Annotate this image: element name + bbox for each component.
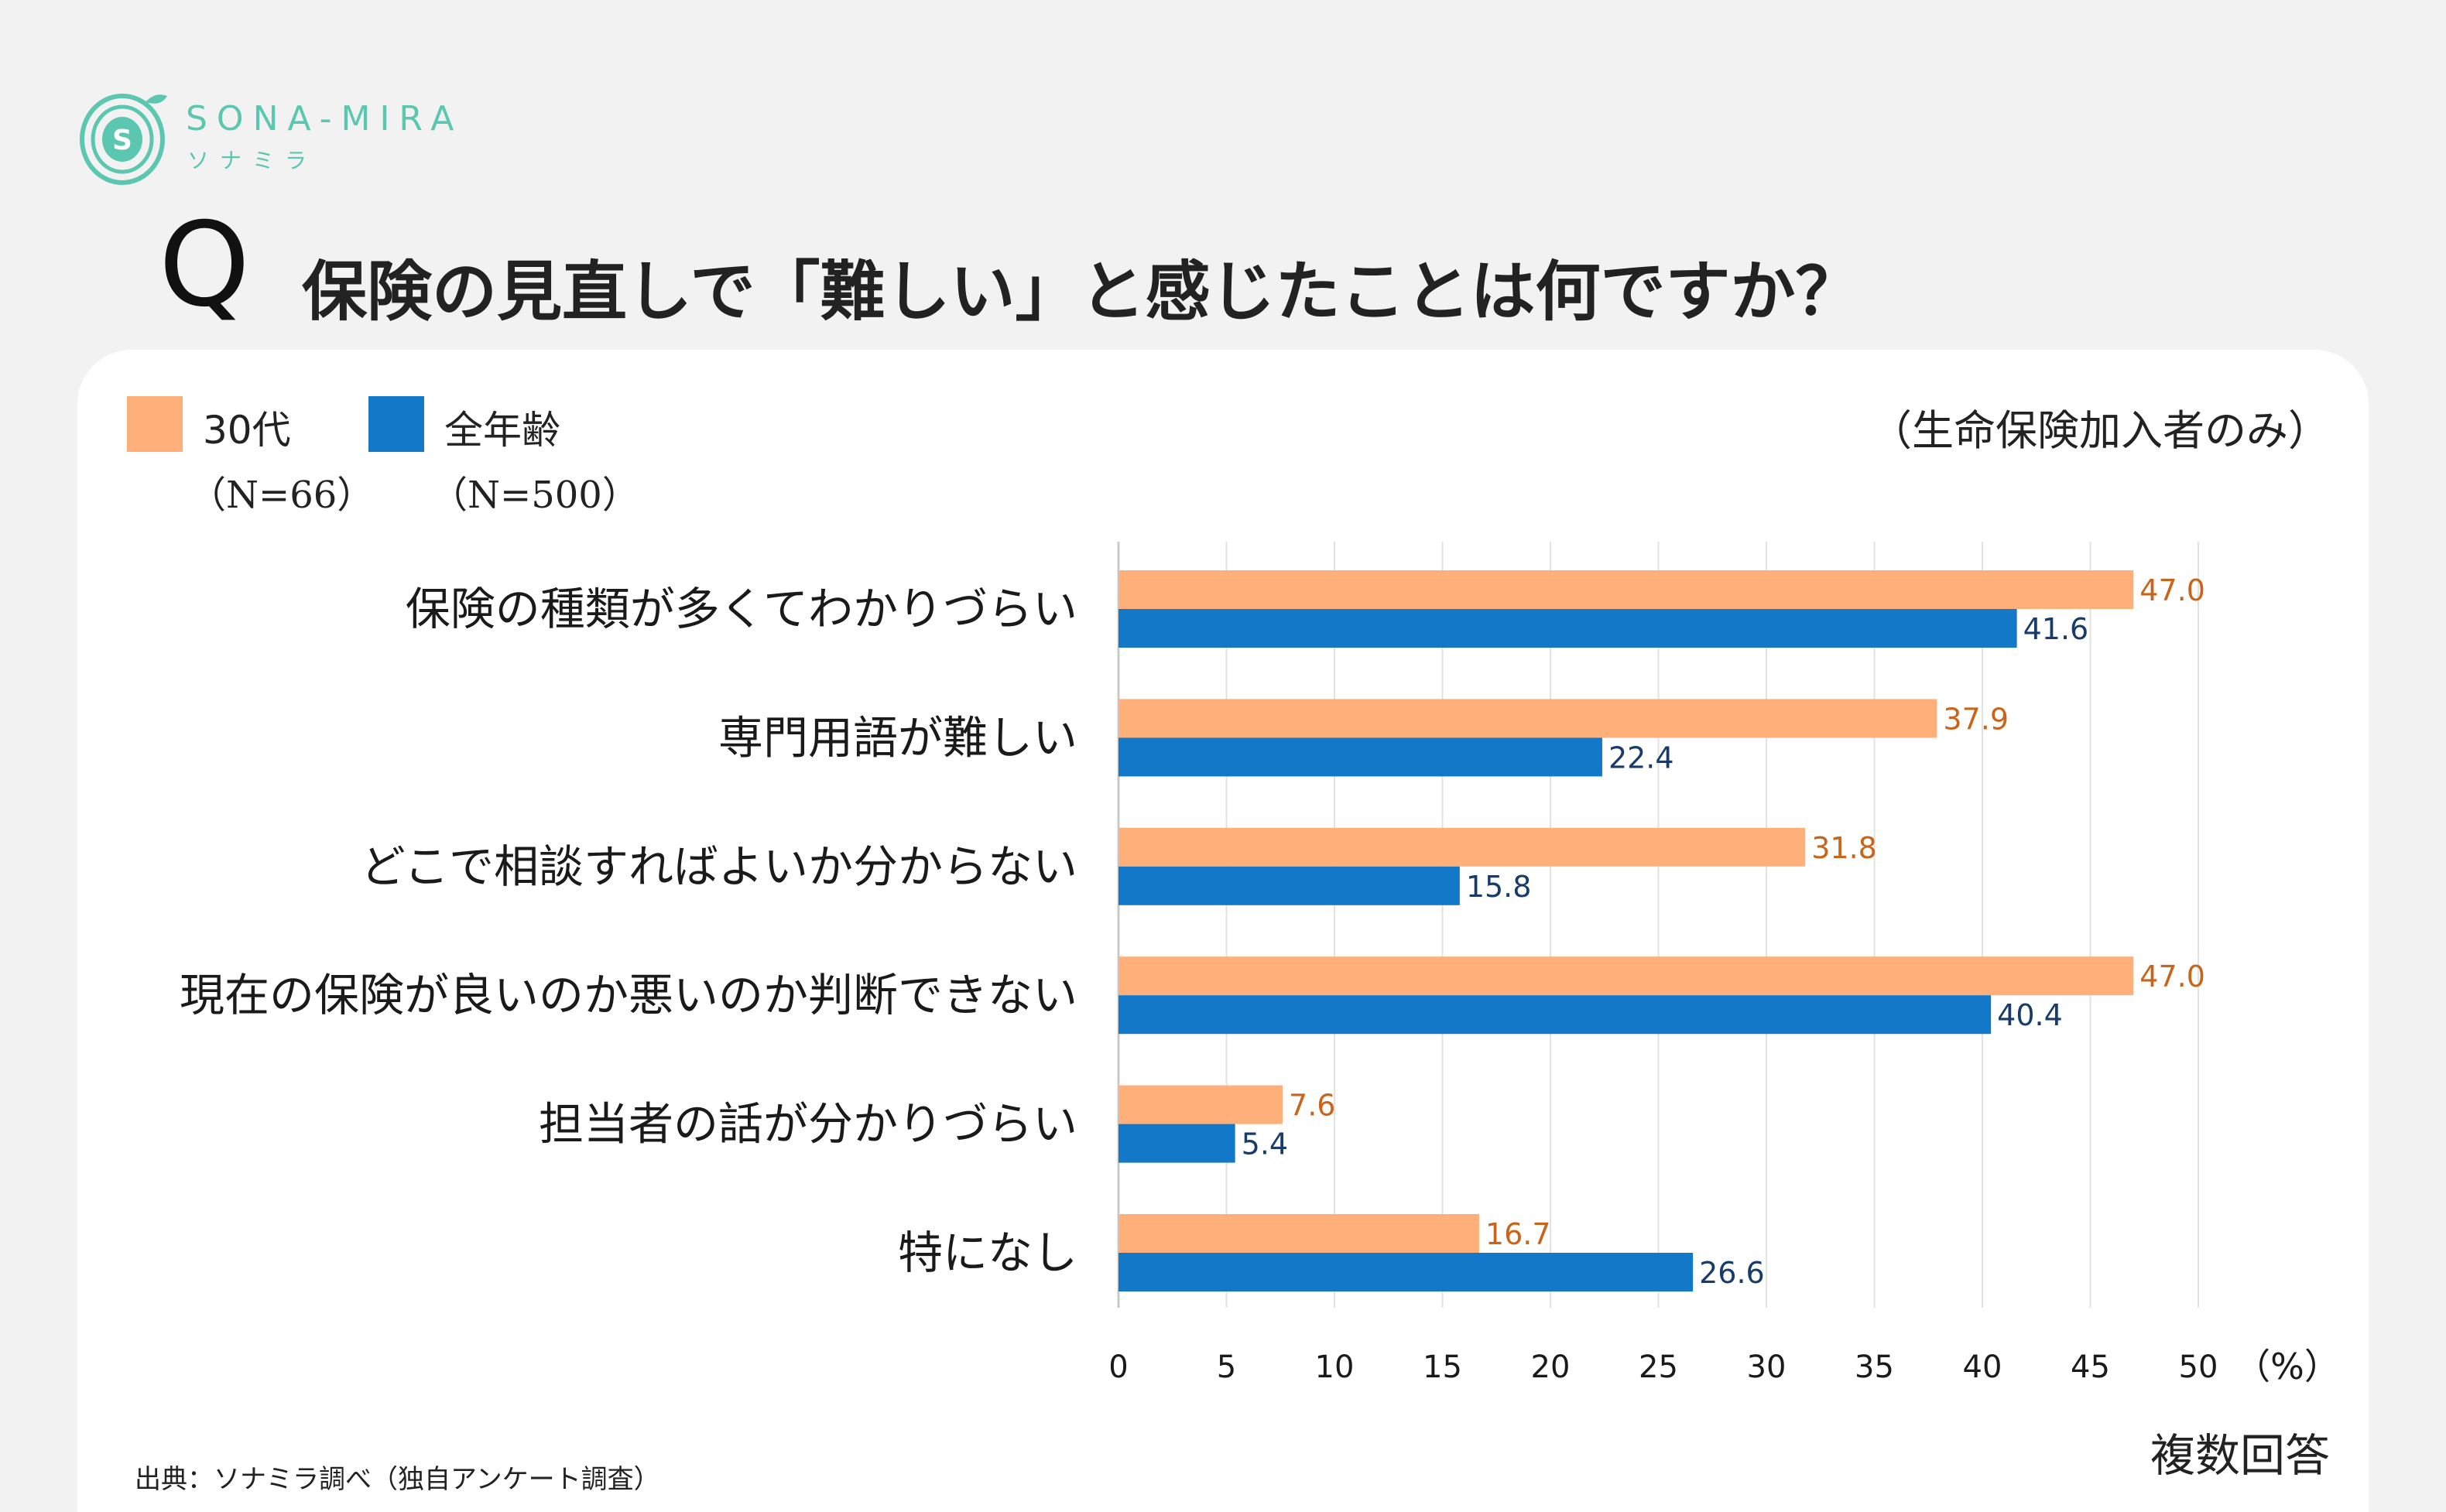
x-tick-label: 30 <box>1747 1350 1787 1385</box>
bar-all-ages <box>1119 609 2017 648</box>
sona-mira-logo-icon: S <box>80 94 167 185</box>
data-label: 47.0 <box>2139 960 2205 994</box>
bar-30s <box>1119 1085 1283 1124</box>
bar-all-ages <box>1119 1253 1694 1291</box>
population-note: （生命保険加入者のみ） <box>1870 406 2330 455</box>
x-tick-label: 20 <box>1531 1350 1571 1385</box>
bar-30s <box>1119 827 1806 867</box>
data-label: 7.6 <box>1289 1089 1335 1123</box>
source-note: 出典：ソナミラ調べ（独自アンケート調査） <box>135 1464 660 1495</box>
data-label: 5.4 <box>1242 1127 1288 1161</box>
data-label: 37.9 <box>1943 702 2009 736</box>
category-label: 保険の種類が多くてわかりづらい <box>406 583 1077 635</box>
data-label: 47.0 <box>2139 573 2205 607</box>
category-label: どこで相談すればよいか分からない <box>361 840 1077 893</box>
bar-all-ages <box>1119 737 1602 777</box>
legend-label-all-ages: 全年齢 <box>444 408 560 453</box>
brand-name: SONA-MIRA <box>186 99 464 139</box>
x-tick-label: 45 <box>2071 1350 2110 1385</box>
x-tick-label: 15 <box>1423 1350 1462 1385</box>
legend-swatch-30s <box>127 396 183 452</box>
data-label: 15.8 <box>1466 870 1532 904</box>
x-tick-label: 50 <box>2179 1350 2218 1385</box>
category-label: 特になし <box>898 1226 1077 1279</box>
data-label: 40.4 <box>1997 998 2063 1032</box>
legend-n-all-ages: （N=500） <box>430 474 639 517</box>
brand-logo: S SONA-MIRA ソナミラ <box>77 85 480 186</box>
x-tick-label: 5 <box>1217 1350 1236 1385</box>
question-marker: Q <box>159 198 251 333</box>
question-title: 保険の見直しで「難しい」と感じたことは何ですか？ <box>302 254 1861 330</box>
x-tick-label: 10 <box>1315 1350 1355 1385</box>
x-tick-label: 25 <box>1639 1350 1678 1385</box>
x-tick-label: 0 <box>1108 1350 1128 1385</box>
x-tick-label: 40 <box>1963 1350 2002 1385</box>
legend-n-30s: （N=66） <box>189 474 375 517</box>
data-label: 31.8 <box>1811 831 1877 865</box>
legend-label-30s: 30代 <box>203 408 291 453</box>
bar-30s <box>1119 1214 1479 1253</box>
svg-text:S: S <box>112 125 132 156</box>
data-label: 26.6 <box>1699 1256 1765 1290</box>
data-label: 22.4 <box>1608 741 1674 775</box>
x-axis-unit: （%） <box>2235 1346 2340 1387</box>
bar-all-ages <box>1119 866 1460 905</box>
data-label: 41.6 <box>2023 612 2089 646</box>
data-label: 16.7 <box>1485 1217 1551 1251</box>
bar-all-ages <box>1119 995 1992 1035</box>
bar-30s <box>1119 956 2134 996</box>
chart-card <box>77 350 2369 1512</box>
category-label: 専門用語が難しい <box>718 711 1077 764</box>
category-label: 担当者の話が分かりづらい <box>539 1098 1077 1151</box>
bar-all-ages <box>1119 1124 1235 1163</box>
bar-30s <box>1119 570 2134 609</box>
brand-subname: ソナミラ <box>187 148 318 173</box>
legend-swatch-all-ages <box>368 396 424 452</box>
x-tick-label: 35 <box>1855 1350 1894 1385</box>
category-label: 現在の保険が良いのか悪いのか判断できない <box>180 969 1077 1021</box>
bar-30s <box>1119 699 1937 738</box>
multiple-answer-note: 複数回答 <box>2150 1429 2330 1482</box>
